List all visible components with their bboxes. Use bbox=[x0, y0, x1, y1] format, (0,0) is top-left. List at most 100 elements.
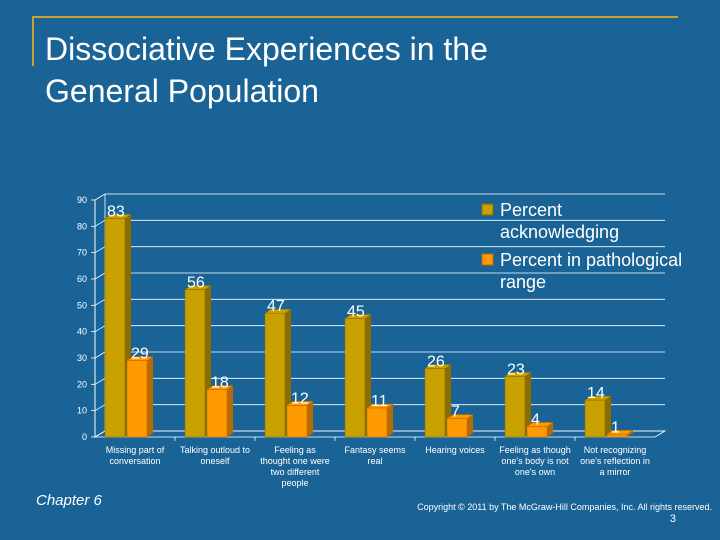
bar-pathological bbox=[206, 385, 234, 438]
bar-pathological-side bbox=[387, 404, 393, 437]
bar-pathological-side bbox=[547, 422, 553, 437]
bar-pathological-front bbox=[286, 405, 308, 438]
bar-pathological-side bbox=[307, 401, 313, 437]
slide-title-line-2: General Population bbox=[45, 73, 319, 109]
x-category-label: one's reflection in bbox=[580, 456, 650, 466]
legend-label-acknowledging: acknowledging bbox=[500, 222, 619, 242]
x-category-label: two different bbox=[271, 467, 320, 477]
x-category-label: one's body is not bbox=[501, 456, 569, 466]
slide-title: Dissociative Experiences in the General … bbox=[45, 28, 685, 112]
x-category-label: Fantasy seems bbox=[344, 445, 406, 455]
bar-acknowledging bbox=[504, 372, 532, 438]
bar-acknowledging bbox=[584, 395, 612, 438]
bar-acknowledging-side bbox=[605, 396, 611, 437]
bar-acknowledging-front bbox=[424, 368, 446, 438]
bar-pathological-front bbox=[366, 407, 388, 438]
data-label-pathological: 18 bbox=[211, 375, 229, 392]
data-label-acknowledging: 23 bbox=[507, 361, 525, 378]
bar-pathological bbox=[606, 430, 634, 438]
copyright-notice: Copyright © 2011 by The McGraw-Hill Comp… bbox=[417, 502, 712, 512]
bar-pathological bbox=[446, 414, 474, 438]
bar-acknowledging bbox=[264, 308, 292, 438]
page-number: 3 bbox=[669, 513, 676, 525]
gridline-depth bbox=[94, 193, 106, 201]
x-category-label: people bbox=[281, 478, 308, 488]
bar-pathological bbox=[366, 403, 394, 438]
data-label-acknowledging: 47 bbox=[267, 298, 285, 315]
bar-acknowledging bbox=[424, 364, 452, 438]
x-category-label: one's own bbox=[515, 467, 555, 477]
x-category-label: conversation bbox=[109, 456, 160, 466]
bar-acknowledging-front bbox=[584, 399, 606, 438]
data-label-acknowledging: 56 bbox=[187, 275, 205, 292]
data-label-acknowledging: 83 bbox=[107, 203, 125, 220]
legend-swatch-pathological bbox=[481, 253, 494, 266]
gridline-depth bbox=[94, 246, 106, 254]
chart-floor bbox=[93, 430, 667, 438]
bar-acknowledging-side bbox=[525, 372, 531, 437]
legend-label-acknowledging: Percent bbox=[500, 200, 562, 220]
bar-acknowledging-front bbox=[344, 318, 366, 438]
title-frame-left bbox=[32, 16, 34, 66]
data-label-acknowledging: 14 bbox=[587, 385, 605, 402]
y-tick-label: 50 bbox=[77, 300, 87, 310]
bar-pathological-side bbox=[467, 414, 473, 437]
data-label-pathological: 7 bbox=[451, 404, 460, 421]
bar-acknowledging-front bbox=[264, 312, 286, 438]
data-label-acknowledging: 45 bbox=[347, 304, 365, 321]
y-tick-label: 60 bbox=[77, 274, 87, 284]
bar-pathological-side bbox=[227, 385, 233, 437]
bar-pathological bbox=[126, 356, 154, 438]
y-tick-label: 70 bbox=[77, 248, 87, 258]
x-category-label: real bbox=[367, 456, 382, 466]
data-label-acknowledging: 26 bbox=[427, 354, 445, 371]
gridline-depth bbox=[94, 272, 106, 280]
bar-acknowledging-front bbox=[184, 289, 206, 438]
gridline-depth bbox=[94, 404, 106, 412]
bar-pathological-front bbox=[606, 434, 628, 438]
y-tick-label: 10 bbox=[77, 406, 87, 416]
chapter-label: Chapter 6 bbox=[36, 492, 102, 509]
x-category-label: Feeling as bbox=[274, 445, 316, 455]
x-category-label: Not recognizing bbox=[584, 445, 647, 455]
bar-pathological bbox=[526, 422, 554, 438]
x-category-label: a mirror bbox=[600, 467, 631, 477]
legend-label-pathological: range bbox=[500, 272, 546, 292]
y-tick-label: 20 bbox=[77, 379, 87, 389]
slide-title-line-1: Dissociative Experiences in the bbox=[45, 31, 488, 67]
x-category-label: Talking outloud to bbox=[180, 445, 250, 455]
gridline-depth bbox=[94, 351, 106, 359]
data-label-pathological: 1 bbox=[611, 419, 620, 436]
x-category-label: Feeling as though bbox=[499, 445, 571, 455]
bar-pathological-side bbox=[627, 430, 633, 437]
bar-acknowledging-front bbox=[104, 218, 126, 438]
x-category-label: Hearing voices bbox=[425, 445, 485, 455]
y-tick-label: 90 bbox=[77, 195, 87, 205]
x-category-label: Missing part of bbox=[106, 445, 165, 455]
title-frame-top bbox=[32, 16, 678, 18]
legend-swatch-acknowledging bbox=[481, 203, 494, 216]
y-tick-label: 30 bbox=[77, 353, 87, 363]
bar-pathological-front bbox=[446, 418, 468, 438]
bar-pathological-front bbox=[526, 426, 548, 438]
gridline-depth bbox=[94, 298, 106, 306]
x-category-label: oneself bbox=[200, 456, 230, 466]
y-tick-label: 40 bbox=[77, 327, 87, 337]
data-label-pathological: 12 bbox=[291, 390, 309, 407]
bar-pathological bbox=[286, 401, 314, 438]
bar-pathological-side bbox=[147, 356, 153, 437]
data-label-pathological: 11 bbox=[371, 393, 388, 410]
y-tick-label: 0 bbox=[82, 432, 87, 442]
bar-pathological-front bbox=[206, 389, 228, 438]
bar-pathological-front bbox=[126, 360, 148, 438]
legend-label-pathological: Percent in pathological bbox=[500, 250, 682, 270]
gridline-depth bbox=[94, 377, 106, 385]
bar-acknowledging-front bbox=[504, 376, 526, 438]
gridline-depth bbox=[94, 219, 106, 227]
x-category-label: thought one were bbox=[260, 456, 330, 466]
y-tick-label: 80 bbox=[77, 221, 87, 231]
data-label-pathological: 29 bbox=[131, 346, 149, 363]
gridline-depth bbox=[94, 325, 106, 333]
data-label-pathological: 4 bbox=[531, 411, 540, 428]
